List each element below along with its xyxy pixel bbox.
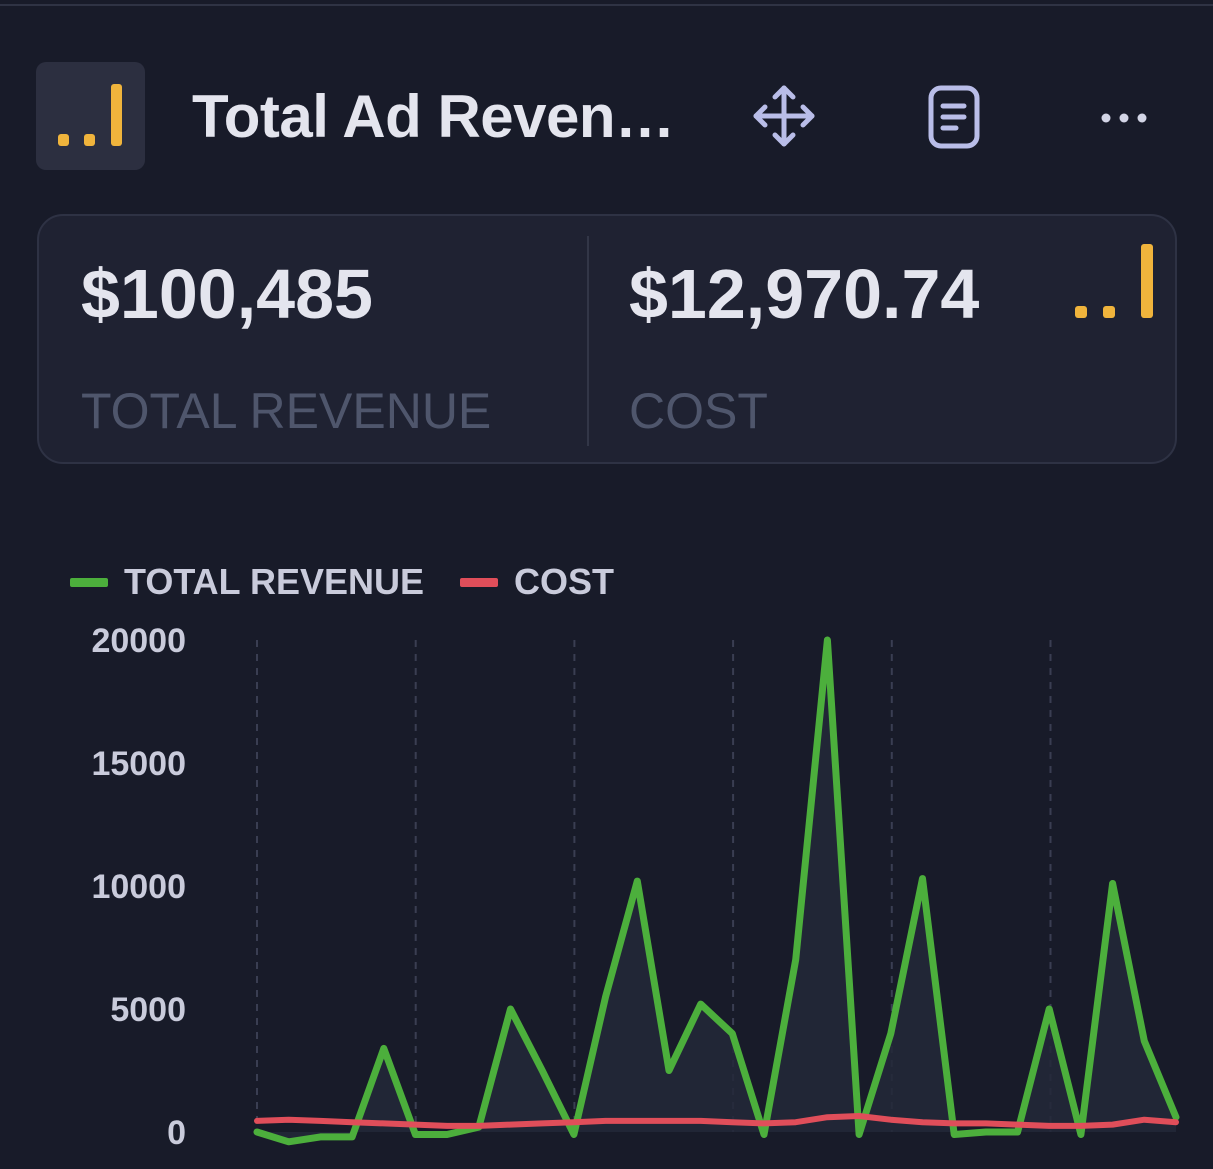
legend-swatch-cost xyxy=(460,577,499,587)
y-tick-label: 15000 xyxy=(91,745,186,783)
revenue-series-line xyxy=(253,636,1180,1146)
stat-divider xyxy=(587,236,589,446)
stats-card: $100,485 TOTAL REVENUE $12,970.74 COST xyxy=(37,214,1177,464)
bar-chart-icon xyxy=(1075,244,1153,318)
y-tick-label: 10000 xyxy=(91,868,186,906)
more-options-button[interactable] xyxy=(1092,82,1160,150)
revenue-cost-line-chart: 0 5000 10000 15000 20000 xyxy=(91,622,1180,1152)
cost-series-line xyxy=(254,1113,1179,1129)
cost-value: $12,970.74 xyxy=(629,255,980,333)
widget-title: Total Ad Reven… xyxy=(192,83,675,150)
legend-swatch-revenue xyxy=(70,577,108,587)
top-divider xyxy=(0,4,1213,6)
cost-label: COST xyxy=(629,383,768,439)
legend-item-revenue[interactable]: TOTAL REVENUE xyxy=(70,561,424,603)
document-icon xyxy=(928,85,980,149)
chart-legend: TOTAL REVENUE COST xyxy=(70,560,650,604)
legend-item-cost[interactable]: COST xyxy=(460,561,614,603)
y-tick-label: 0 xyxy=(167,1114,186,1152)
y-tick-label: 5000 xyxy=(110,991,186,1029)
widget-header: Total Ad Reven… xyxy=(36,62,1176,172)
legend-label-revenue: TOTAL REVENUE xyxy=(124,561,425,602)
notes-button[interactable] xyxy=(920,82,988,150)
move-arrows-icon xyxy=(753,85,815,147)
more-dots-icon xyxy=(1101,113,1147,123)
y-tick-label: 20000 xyxy=(91,622,186,660)
legend-label-cost: COST xyxy=(514,561,615,602)
total-revenue-value: $100,485 xyxy=(81,255,373,333)
bar-chart-icon[interactable] xyxy=(36,62,145,170)
total-revenue-label: TOTAL REVENUE xyxy=(81,383,492,439)
revenue-area-fill xyxy=(257,640,1176,1142)
move-button[interactable] xyxy=(750,82,818,150)
